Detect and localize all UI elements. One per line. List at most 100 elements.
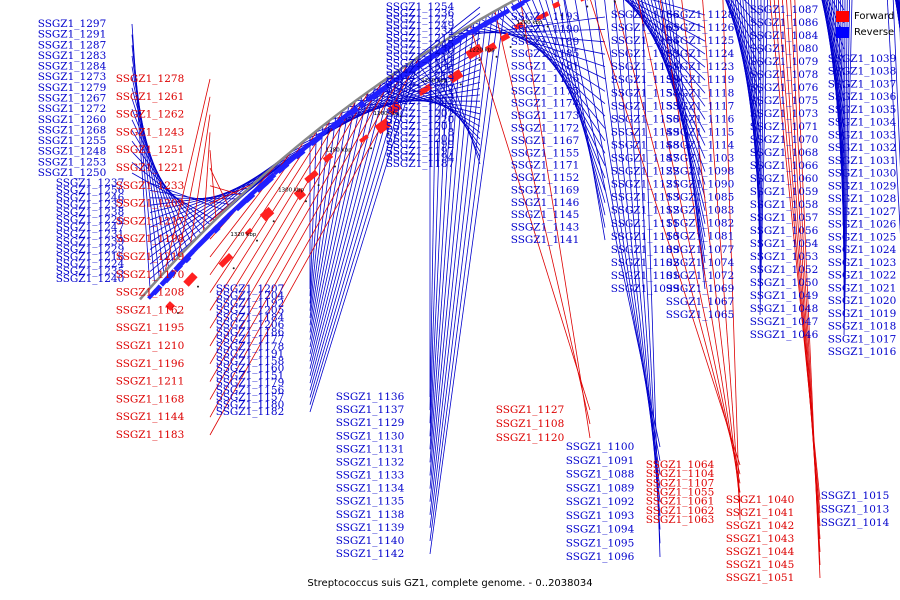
reverse-gene-label: SSGZ1_1145: [511, 209, 580, 221]
reverse-gene-label: SSGZ1_1142: [336, 548, 405, 560]
leader-line: [520, 0, 591, 439]
leader-line: [641, 0, 661, 558]
forward-gene-label: SSGZ1_1221: [116, 162, 185, 174]
forward-gene-arrow: [500, 32, 511, 42]
leader-line: [632, 0, 661, 544]
reverse-gene-label: SSGZ1_1247: [56, 221, 125, 233]
reverse-gene-label: SSGZ1_1096: [566, 551, 635, 563]
reverse-gene-label: SSGZ1_1084: [750, 30, 819, 42]
leader-line: [654, 0, 706, 224]
reverse-gene-label: SSGZ1_1253: [38, 156, 107, 168]
reverse-gene-label: SSGZ1_1121: [611, 179, 680, 191]
leader-line: [661, 0, 706, 250]
reverse-gene-label: SSGZ1_1124: [666, 48, 735, 60]
marker-dot: [523, 35, 526, 37]
reverse-gene-label: SSGZ1_1161: [611, 61, 680, 73]
reverse-gene-label: SSGZ1_1215: [386, 32, 455, 44]
forward-gene-label: SSGZ1_1042: [726, 520, 795, 532]
leader-line: [309, 96, 363, 347]
forward-gene-arrow: [304, 169, 319, 184]
reverse-gene-label: SSGZ1_1022: [828, 270, 897, 282]
reverse-gene-label: SSGZ1_1180: [216, 399, 285, 411]
leader-line: [209, 109, 344, 329]
genome-backbone: [139, 0, 518, 301]
forward-gene-arrow: [387, 101, 402, 115]
forward-gene-label: SSGZ1_1209: [116, 198, 185, 210]
reverse-gene-label: SSGZ1_1050: [750, 277, 819, 289]
reverse-gene-label: SSGZ1_1048: [750, 303, 819, 315]
reverse-gene-label: SSGZ1_1297: [38, 18, 107, 30]
reverse-gene-label: SSGZ1_1021: [828, 282, 897, 294]
forward-gene-label: SSGZ1_1044: [726, 546, 795, 558]
leader-line: [657, 0, 706, 237]
reverse-gene-label: SSGZ1_1102: [611, 257, 680, 269]
leader-line: [594, 0, 661, 489]
reverse-gene-label: SSGZ1_1028: [828, 193, 897, 205]
reverse-gene-label: SSGZ1_1179: [216, 377, 285, 389]
reverse-gene-label: SSGZ1_1090: [666, 179, 735, 191]
reverse-gene-label: SSGZ1_1081: [666, 231, 735, 243]
forward-gene-label: SSGZ1_1262: [116, 109, 185, 121]
forward-gene-arrow: [359, 134, 369, 144]
leader-line: [429, 12, 493, 528]
reverse-swatch: [836, 26, 849, 38]
leader-line: [759, 0, 768, 316]
leader-line: [827, 0, 845, 37]
reverse-gene-label: SSGZ1_1065: [666, 309, 735, 321]
leader-line: [439, 43, 481, 165]
forward-gene-label: SSGZ1_1120: [496, 432, 565, 444]
reverse-gene-label: SSGZ1_1014: [821, 517, 890, 529]
reverse-gene-label: SSGZ1_1114: [666, 139, 735, 151]
reverse-gene-label: SSGZ1_1224: [56, 258, 125, 270]
legend-reverse: Reverse: [836, 24, 900, 40]
reverse-gene-label: SSGZ1_1239: [56, 236, 125, 248]
reverse-gene-label: SSGZ1_1167: [511, 135, 580, 147]
reverse-gene-label: SSGZ1_1024: [828, 244, 897, 256]
reverse-gene-label: SSGZ1_1088: [566, 469, 635, 481]
reverse-gene-label: SSGZ1_1053: [750, 251, 819, 263]
reverse-gene-label: SSGZ1_1205: [216, 305, 285, 317]
leader-line: [637, 0, 741, 484]
reverse-gene-label: SSGZ1_1193: [511, 11, 580, 23]
leader-line: [624, 0, 706, 81]
reverse-gene-label: SSGZ1_1201: [386, 120, 455, 132]
reverse-gene-label: SSGZ1_1212: [386, 83, 455, 95]
forward-gene-arrow: [374, 118, 392, 135]
reverse-gene-label: SSGZ1_1109: [611, 244, 680, 256]
reverse-gene-label: SSGZ1_1176: [511, 73, 580, 85]
reverse-gene-label: SSGZ1_1069: [666, 283, 735, 295]
reverse-gene-label: SSGZ1_1237: [56, 177, 125, 189]
leader-line: [759, 0, 762, 289]
reverse-gene-label: SSGZ1_1150: [611, 113, 680, 125]
forward-gene-label: SSGZ1_1040: [726, 494, 795, 506]
reverse-gene-label: SSGZ1_1122: [611, 166, 680, 178]
reverse-gene-label: SSGZ1_1232: [56, 199, 125, 211]
reverse-gene-label: SSGZ1_1087: [750, 4, 819, 16]
reverse-gene-label: SSGZ1_1016: [828, 346, 897, 358]
marker-dot: [305, 200, 307, 203]
forward-gene-label: SSGZ1_1168: [116, 393, 185, 405]
leader-line: [604, 0, 661, 503]
leader-line: [681, 0, 741, 502]
reverse-gene-label: SSGZ1_1189: [511, 36, 580, 48]
gene-track: [139, 0, 616, 314]
leader-line: [614, 0, 741, 475]
leader-lines: [131, 0, 900, 579]
reverse-gene-label: SSGZ1_1026: [828, 219, 897, 231]
reverse-gene-label: SSGZ1_1175: [511, 85, 580, 97]
reverse-gene-label: SSGZ1_1023: [828, 257, 897, 269]
marker-dot: [197, 285, 199, 288]
leader-line: [843, 0, 848, 310]
leader-line: [209, 150, 217, 220]
forward-gene-label: SSGZ1_1127: [496, 404, 565, 416]
leader-line: [897, 0, 900, 326]
reverse-gene-label: SSGZ1_1246: [56, 192, 125, 204]
forward-gene-arrow: [465, 43, 484, 60]
reverse-gene-label: SSGZ1_1206: [216, 319, 285, 331]
ruler-tick-label: 1280 kbp: [326, 148, 352, 154]
reverse-gene-label: SSGZ1_1079: [750, 56, 819, 68]
leader-line: [309, 130, 317, 297]
reverse-gene-label: SSGZ1_1117: [666, 100, 735, 112]
forward-gene-label: SSGZ1_1196: [116, 358, 185, 370]
